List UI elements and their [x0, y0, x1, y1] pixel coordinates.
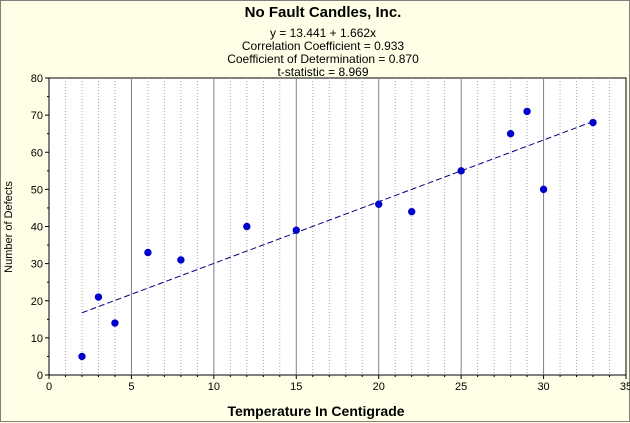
y-tick-label: 10 [31, 333, 43, 345]
y-axis-ticks: 0 10 20 30 40 50 60 70 80 [31, 73, 49, 382]
x-tick-label: 0 [46, 381, 52, 393]
data-points [78, 107, 597, 361]
x-axis-title: Temperature In Centigrade [227, 403, 404, 419]
data-point [292, 226, 300, 234]
correlation-coefficient: Correlation Coefficient = 0.933 [242, 39, 405, 53]
chart-title: No Fault Candles, Inc. [245, 4, 402, 21]
data-point [78, 352, 86, 361]
y-tick-label: 40 [31, 222, 43, 234]
plot-area [48, 77, 627, 376]
t-statistic: t-statistic = 8.969 [277, 65, 368, 79]
y-tick-label: 20 [31, 296, 43, 308]
data-point [523, 107, 531, 116]
data-point [589, 118, 597, 127]
y-axis-title: Number of Defects [3, 181, 15, 273]
x-tick-label: 35 [620, 381, 630, 393]
data-point [111, 319, 119, 327]
y-tick-label: 0 [37, 370, 43, 382]
x-tick-label: 25 [455, 381, 467, 393]
data-point [375, 200, 383, 208]
data-point [243, 222, 251, 231]
y-tick-label: 50 [31, 184, 43, 196]
data-point [177, 256, 185, 264]
data-point [407, 207, 416, 216]
x-tick-label: 5 [128, 381, 134, 393]
regression-line [81, 121, 594, 314]
x-tick-label: 10 [208, 381, 220, 393]
y-tick-label: 70 [31, 110, 43, 122]
data-point [94, 293, 103, 301]
data-point [144, 248, 152, 257]
x-axis-ticks: 0 5 10 15 20 25 30 35 [46, 375, 630, 393]
coefficient-of-determination: Coefficient of Determination = 0.870 [227, 52, 419, 66]
y-tick-label: 60 [31, 147, 43, 159]
data-point [539, 185, 548, 194]
data-point [457, 167, 465, 175]
data-point [506, 129, 515, 138]
y-tick-label: 30 [31, 259, 43, 271]
grid-lines [64, 78, 611, 375]
y-tick-label: 80 [31, 73, 43, 85]
x-tick-label: 15 [290, 381, 302, 393]
x-tick-label: 30 [537, 381, 549, 393]
x-tick-label: 20 [373, 381, 385, 393]
regression-equation: y = 13.441 + 1.662x [270, 26, 376, 40]
